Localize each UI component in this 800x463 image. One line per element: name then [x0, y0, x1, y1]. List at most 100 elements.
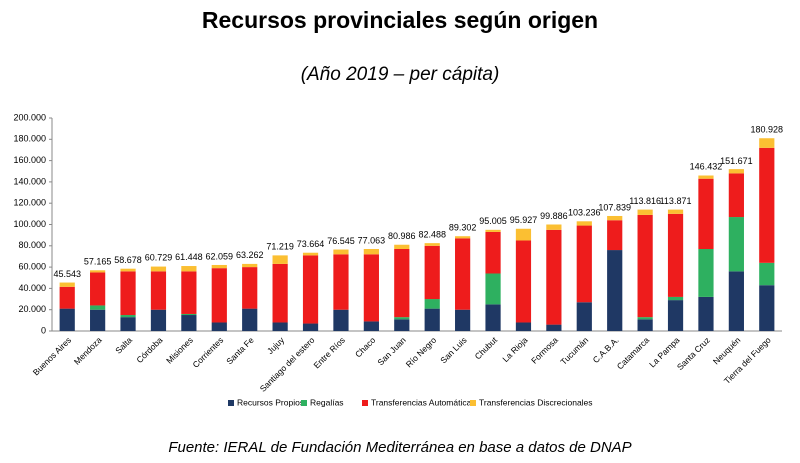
x-tick-label: Chaco: [353, 335, 378, 360]
x-tick-label: San Luis: [438, 335, 468, 365]
bar-segment: [455, 236, 471, 239]
bar-segment: [363, 254, 379, 322]
bar-segment: [637, 209, 653, 215]
total-label: 80.986: [388, 231, 416, 241]
bar-segment: [485, 229, 501, 232]
bar-segment: [181, 266, 197, 272]
bar-segment: [607, 215, 623, 221]
bar-segment: [424, 308, 440, 331]
bar-segment: [698, 175, 714, 179]
bar-segment: [667, 213, 684, 297]
total-label: 60.729: [145, 253, 173, 263]
chart-subtitle: (Año 2019 – per cápita): [301, 64, 500, 85]
total-label: 58.678: [114, 255, 142, 265]
bar-segment: [728, 169, 744, 174]
bar-segment: [759, 138, 775, 148]
bar-segment: [302, 252, 319, 256]
legend-swatch: [362, 400, 368, 406]
bar-segment: [424, 299, 440, 309]
bar-segment: [90, 309, 106, 331]
bar-segment: [363, 248, 379, 255]
bar-segment: [302, 323, 319, 331]
bar-segment: [424, 243, 440, 246]
x-tick-label: Buenos Aires: [31, 335, 73, 377]
bar-segment: [120, 268, 136, 272]
bar-segment: [59, 308, 75, 331]
bar-segment: [728, 271, 744, 331]
bar-segment: [272, 255, 288, 264]
bar-segment: [455, 309, 471, 331]
bar-segment: [698, 248, 714, 297]
y-tick-label: 140.000: [13, 176, 46, 186]
bar-segment: [759, 285, 775, 331]
bar-segment: [485, 231, 501, 274]
total-label: 77.063: [358, 235, 386, 245]
bar-segment: [576, 302, 592, 331]
bar-segment: [424, 245, 440, 300]
x-tick-label: Santiago del estero: [258, 335, 317, 394]
x-tick-label: Río Negro: [404, 335, 439, 370]
bar-segment: [607, 250, 623, 331]
bar-segment: [637, 214, 653, 318]
total-label: 73.664: [297, 239, 325, 249]
total-label: 99.886: [540, 211, 568, 221]
bar-segment: [485, 304, 501, 331]
bar-segment: [90, 270, 106, 273]
total-label: 151.671: [720, 156, 753, 166]
bar-segment: [333, 254, 349, 310]
bar-segment: [211, 322, 227, 331]
total-label: 180.928: [751, 125, 784, 135]
total-label: 95.005: [479, 216, 507, 226]
x-tick-label: Santa Fe: [224, 335, 256, 367]
bar-segment: [150, 266, 167, 272]
total-label: 113.816: [629, 196, 661, 206]
total-label: 63.262: [236, 250, 264, 260]
bar-segment: [515, 240, 532, 323]
bar-segment: [242, 308, 258, 331]
bar-segment: [242, 263, 258, 268]
total-label: 76.545: [327, 236, 355, 246]
y-tick-label: 40.000: [18, 283, 46, 293]
bar-segment: [667, 300, 684, 331]
total-label: 71.219: [266, 242, 294, 252]
bar-segment: [333, 309, 349, 331]
legend-label: Transferencias Discrecionales: [479, 397, 593, 407]
bar-segment: [150, 309, 167, 331]
y-tick-label: 80.000: [18, 240, 46, 250]
chart-title: Recursos provinciales según origen: [202, 7, 598, 33]
y-tick-label: 160.000: [13, 155, 46, 165]
bar-segment: [759, 262, 775, 286]
bar-segment: [150, 271, 167, 310]
bar-segment: [181, 313, 197, 316]
x-tick-label: C.A.B.A.: [591, 335, 621, 365]
x-tick-label: Salta: [113, 335, 134, 356]
bar-segment: [394, 244, 410, 249]
total-label: 45.543: [53, 269, 81, 279]
bar-segment: [242, 267, 258, 309]
bar-segment: [363, 321, 379, 331]
bar-segment: [120, 271, 136, 316]
bar-segment: [698, 178, 714, 249]
y-tick-label: 20.000: [18, 304, 46, 314]
bar-segment: [728, 173, 744, 218]
y-tick-label: 120.000: [13, 198, 46, 208]
source-note: Fuente: IERAL de Fundación Mediterránea …: [168, 439, 631, 456]
bar-segment: [667, 209, 684, 214]
x-tick-label: Catamarca: [615, 335, 652, 372]
bar-segment: [302, 255, 319, 324]
bar-segment: [90, 305, 106, 310]
x-tick-label: Santa Cruz: [675, 335, 712, 372]
y-tick-label: 200.000: [13, 112, 46, 122]
bar-segment: [515, 228, 532, 241]
total-label: 57.165: [84, 256, 112, 266]
x-tick-label: Jujuy: [265, 334, 287, 356]
bar-segment: [546, 229, 562, 325]
total-label: 107.839: [598, 203, 631, 213]
bar-segment: [485, 273, 501, 305]
legend-swatch: [470, 400, 476, 406]
bar-segment: [90, 272, 106, 306]
bar-segment: [211, 268, 227, 323]
bar-segment: [120, 317, 136, 331]
x-tick-label: Mendoza: [72, 335, 104, 367]
bar-segment: [637, 317, 653, 320]
